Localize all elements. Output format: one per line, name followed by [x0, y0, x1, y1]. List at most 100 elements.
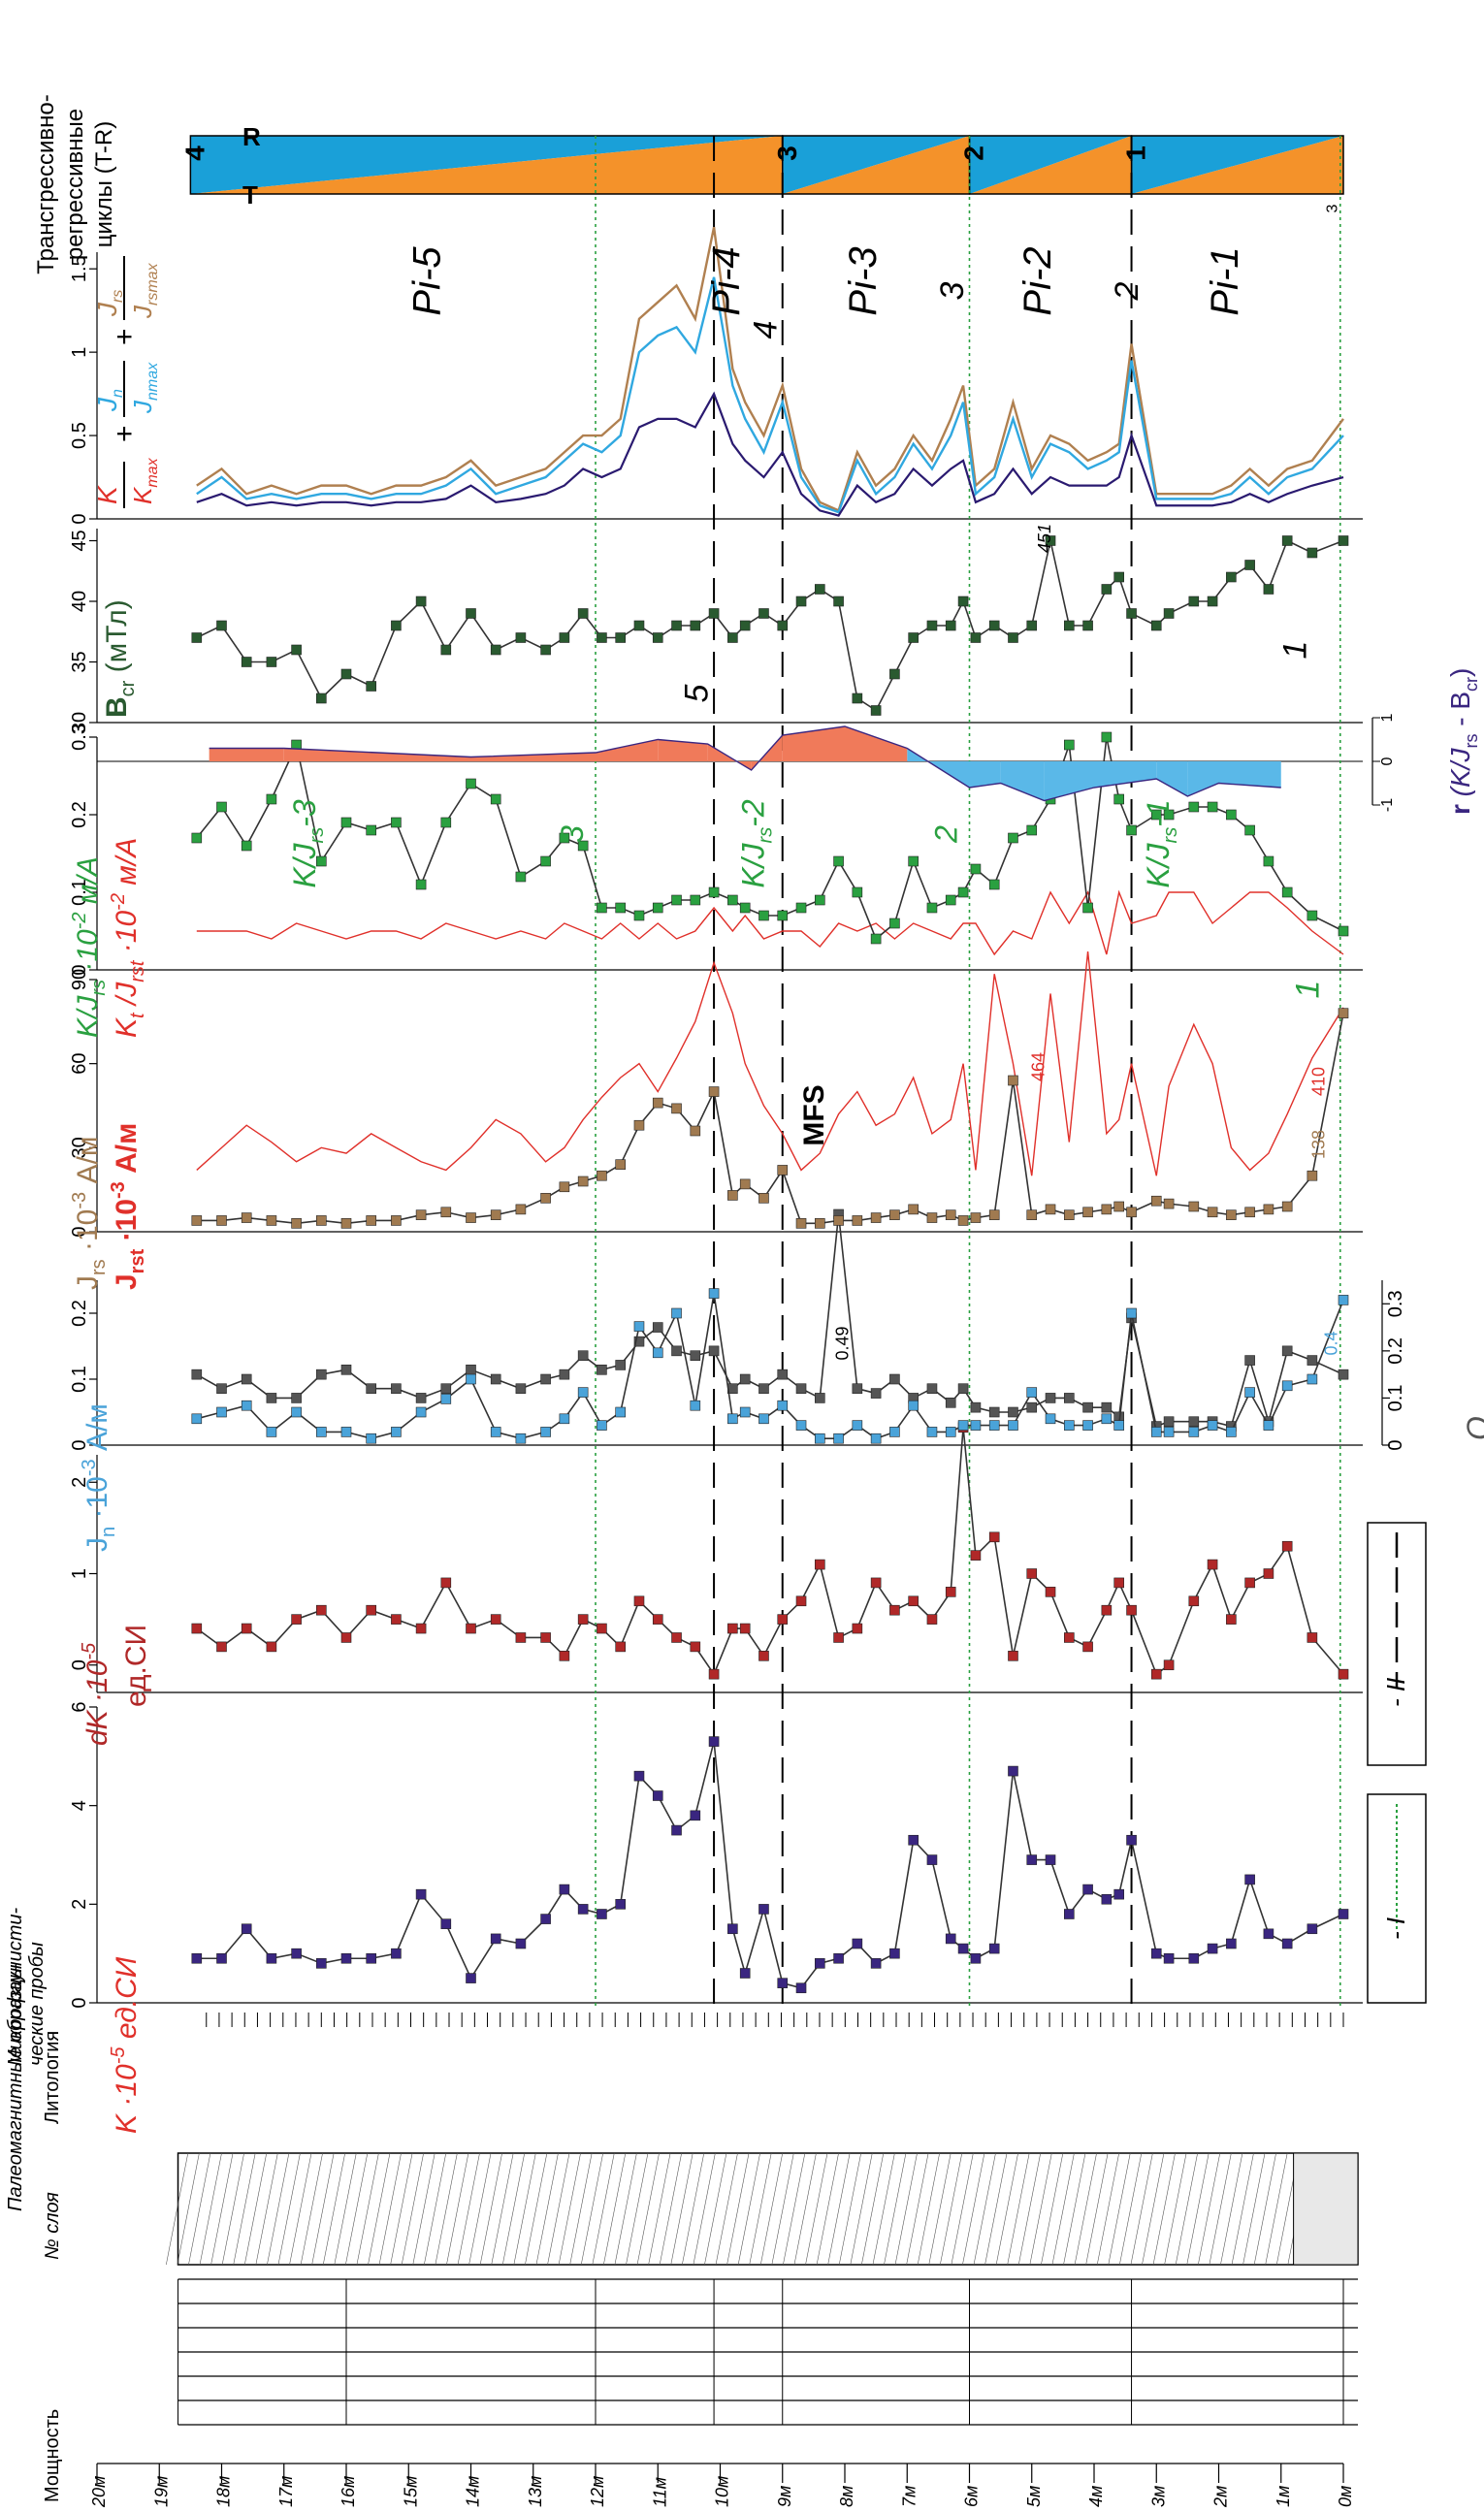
jrs-point [1244, 1207, 1255, 1218]
lithology-hatch [1119, 2152, 1143, 2266]
jn-point [814, 1433, 825, 1444]
dk-point [1064, 1632, 1075, 1643]
bcr-point [440, 644, 452, 656]
dk-point [440, 1577, 452, 1589]
zone-label: Pi-5 [405, 246, 448, 316]
tr-number-2: 2 [959, 145, 989, 161]
q-point [633, 1336, 645, 1347]
bcr-point [633, 620, 645, 631]
tr-orange-2 [969, 136, 1132, 194]
q-point [615, 1360, 627, 1370]
kjrs-point [1026, 824, 1038, 836]
kjrs-point [908, 855, 919, 867]
corr-area [1187, 761, 1219, 796]
jrs-point [870, 1212, 882, 1223]
dk-point [1082, 1641, 1093, 1653]
kjrs-point [1008, 832, 1018, 844]
dk-point [1126, 1604, 1137, 1616]
legend-box-II [1367, 1522, 1427, 1766]
lithology-hatch [603, 2152, 627, 2266]
panels [89, 135, 1390, 2483]
dk-point [1226, 1614, 1237, 1625]
k-point [577, 1904, 589, 1915]
depth-tick-label: 13м [526, 2476, 545, 2507]
lithology-hatch [368, 2152, 391, 2266]
lithology-hatch [928, 2152, 952, 2266]
jn-point [1338, 1295, 1349, 1305]
dk-point [708, 1668, 720, 1680]
panel-labels: 024601200.10.2030609000.10.20.3303540450… [69, 145, 1406, 2508]
lithology-hatch [558, 2152, 581, 2266]
kjrs-point [540, 855, 551, 867]
jrs-point [1045, 1204, 1056, 1215]
boundary-label: 2 [1109, 281, 1145, 301]
k-point [216, 1952, 227, 1964]
jn-point [440, 1394, 452, 1404]
k-point [1026, 1854, 1038, 1865]
corr-area [969, 761, 1001, 788]
kj-tick-label: 0.3 [69, 724, 90, 751]
lithology-hatch [525, 2152, 548, 2266]
kjrs-point [1113, 793, 1124, 805]
depth-tick-label: 9м [775, 2486, 794, 2507]
ktjrst-line [196, 889, 1344, 956]
microfauna-header-2: ческие пробы [26, 1942, 48, 2066]
dk-point [241, 1623, 252, 1634]
jn-point [340, 1427, 352, 1437]
depth-tick-label: 2м [1211, 2486, 1231, 2508]
jn-point [1082, 1420, 1093, 1431]
q-point [415, 1393, 427, 1403]
kjrs-point [652, 902, 663, 914]
jrs-point [1126, 1207, 1137, 1218]
k-point [908, 1834, 919, 1846]
k-point [391, 1948, 402, 1959]
jrs-point [1307, 1170, 1318, 1181]
svg-text:Jn: Jn [92, 389, 126, 412]
lithology-hatch [759, 2152, 784, 2266]
jrs-point [440, 1207, 452, 1218]
q-point [1026, 1401, 1038, 1413]
k-point [315, 1958, 327, 1969]
jrs-point [795, 1218, 807, 1229]
bcr-point [1244, 560, 1255, 570]
lithology-hatch [199, 2152, 222, 2266]
thickness-header: Мощность [42, 2409, 63, 2502]
jn-point [1045, 1413, 1056, 1425]
lithology-hatch [221, 2152, 244, 2266]
dk-point [540, 1632, 551, 1643]
lithology-hatch [861, 2152, 885, 2266]
kjrs-point [577, 840, 589, 852]
lithology-hatch [1051, 2152, 1075, 2266]
tr-orange-3 [782, 136, 970, 194]
mfs-label: MFS [798, 1084, 830, 1145]
jrs-point [1207, 1207, 1218, 1218]
corr-area [470, 753, 596, 761]
lithology-hatch [243, 2152, 268, 2266]
dk-point [1207, 1559, 1218, 1570]
jrs-tick-label: 90 [69, 969, 90, 990]
k-point [970, 1952, 982, 1964]
dk-point [1026, 1568, 1038, 1579]
lithology-hatch [334, 2152, 357, 2266]
jrs-point [852, 1215, 863, 1226]
lithology-column [177, 2152, 1359, 2266]
q-tick-label: 0.2 [1385, 1337, 1406, 1365]
k-point [1064, 1909, 1075, 1919]
tr-number-1: 1 [1121, 145, 1151, 161]
dk-point [908, 1595, 919, 1607]
jrs-point [758, 1193, 769, 1204]
dk-point [266, 1641, 277, 1653]
jrs-point [577, 1175, 589, 1187]
jn-point [1307, 1373, 1318, 1385]
ktjrst-label: Kt /Jrst ·10-2 м/А [108, 838, 148, 1038]
lithology-hatch [412, 2152, 436, 2266]
dk-point [652, 1614, 663, 1625]
dk-point [1263, 1568, 1274, 1579]
jn-point [315, 1427, 327, 1437]
lithology-hatch [1164, 2152, 1187, 2266]
lithology-hatch [636, 2152, 660, 2266]
kjrs-line [196, 736, 1344, 941]
kjrs-point [852, 886, 863, 898]
k-point [1281, 1938, 1293, 1949]
